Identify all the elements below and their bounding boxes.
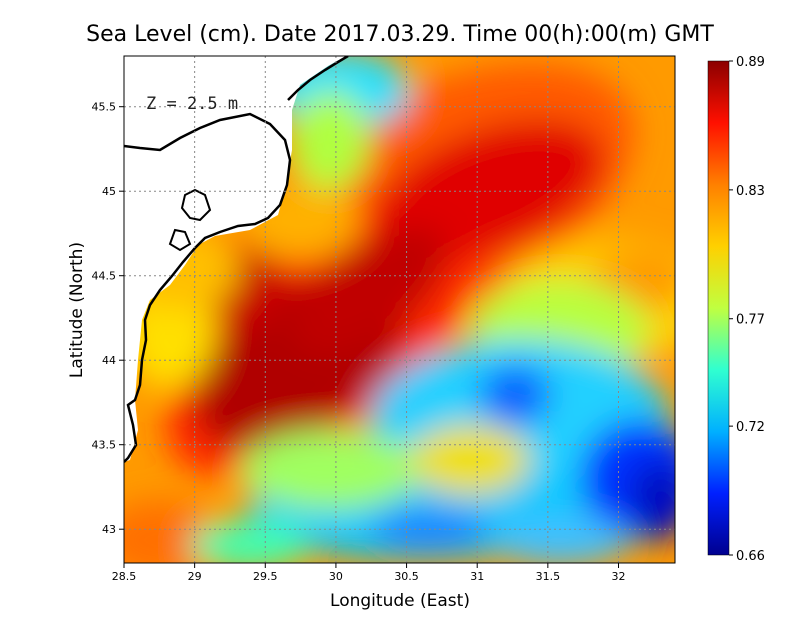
sea-level-field <box>124 56 675 563</box>
coastline-north <box>287 56 349 101</box>
y-tick-label: 45 <box>102 185 116 198</box>
y-axis-label: Latitude (North) <box>67 242 87 378</box>
depth-label: Z = 2.5 m <box>146 94 238 114</box>
y-tick-label: 44 <box>102 354 116 367</box>
colorbar-tick-label: 0.89 <box>736 55 765 70</box>
y-tick-label: 43.5 <box>92 439 117 452</box>
grid-lines <box>124 56 675 563</box>
colorbar-tick-label: 0.72 <box>736 420 765 435</box>
map-title: Sea Level (cm). Date 2017.03.29. Time 00… <box>86 22 714 47</box>
x-tick-label: 28.5 <box>112 570 137 583</box>
x-tick-label: 31.5 <box>536 570 561 583</box>
colorbar <box>707 60 730 556</box>
x-tick-label: 30.5 <box>394 570 419 583</box>
y-tick-label: 43 <box>102 523 116 536</box>
lagoon-small <box>168 228 192 252</box>
x-tick-label: 32 <box>611 570 625 583</box>
y-tick-label: 44.5 <box>92 270 117 283</box>
lagoon <box>180 188 212 222</box>
colorbar-ticks: 0.89 0.83 0.77 0.72 0.66 <box>729 55 765 564</box>
y-tick-label: 45.5 <box>92 101 117 114</box>
colorbar-tick-label: 0.83 <box>736 184 765 199</box>
x-tick-label: 30 <box>329 570 343 583</box>
colorbar-tick-label: 0.66 <box>736 549 765 564</box>
x-tick-label: 29.5 <box>253 570 278 583</box>
x-axis-ticks: 28.5 29 29.5 30 30.5 31 31.5 32 <box>112 563 625 583</box>
plot-frame <box>123 55 676 564</box>
y-axis-ticks: 43 43.5 44 44.5 45 45.5 <box>92 101 124 536</box>
x-axis-label: Longitude (East) <box>330 591 470 611</box>
x-tick-label: 29 <box>188 570 202 583</box>
coastline <box>124 112 292 463</box>
x-tick-label: 31 <box>470 570 484 583</box>
colorbar-tick-label: 0.77 <box>736 313 765 328</box>
